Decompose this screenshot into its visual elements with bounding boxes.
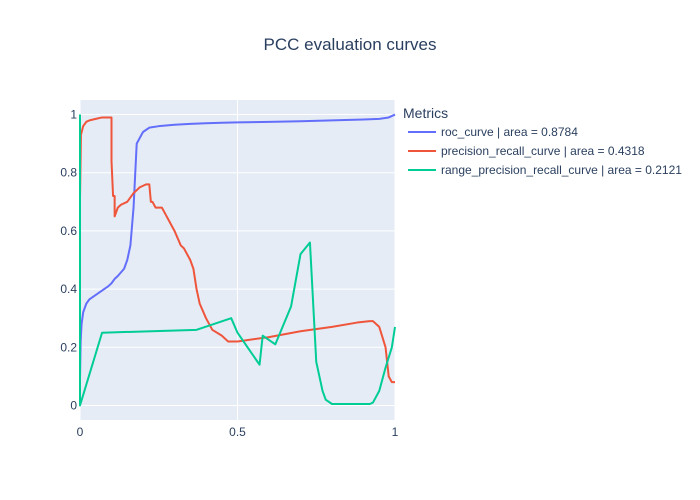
legend-item[interactable]: roc_curve | area = 0.8784 [408, 125, 578, 139]
y-tick-label: 0.8 [60, 166, 77, 180]
legend: Metrics roc_curve | area = 0.8784 precisi… [403, 105, 682, 177]
x-tick-label: 0.5 [229, 425, 246, 439]
y-axis-ticks: 0 0.2 0.4 0.6 0.8 1 [60, 108, 77, 413]
legend-title: Metrics [403, 105, 448, 121]
legend-label: roc_curve | area = 0.8784 [441, 125, 578, 139]
y-tick-label: 0.4 [60, 282, 77, 296]
legend-item[interactable]: precision_recall_curve | area = 0.4318 [408, 144, 645, 158]
y-tick-label: 1 [70, 108, 77, 122]
series-line-1[interactable] [79, 116, 395, 384]
y-tick-label: 0.6 [60, 224, 77, 238]
legend-label: range_precision_recall_curve | area = 0.… [441, 163, 682, 177]
series-line-2[interactable] [79, 114, 396, 407]
x-axis-ticks: 0 0.5 1 [77, 425, 399, 439]
chart-title: PCC evaluation curves [264, 35, 437, 54]
y-tick-label: 0.2 [60, 340, 77, 354]
legend-item[interactable]: range_precision_recall_curve | area = 0.… [408, 163, 682, 177]
legend-label: precision_recall_curve | area = 0.4318 [441, 144, 645, 158]
legend-items: roc_curve | area = 0.8784 precision_recal… [408, 125, 682, 177]
series-line-0[interactable] [79, 113, 396, 380]
x-tick-label: 1 [392, 425, 399, 439]
series-lines [79, 113, 396, 407]
y-tick-label: 0 [70, 398, 77, 412]
x-tick-label: 0 [77, 425, 84, 439]
